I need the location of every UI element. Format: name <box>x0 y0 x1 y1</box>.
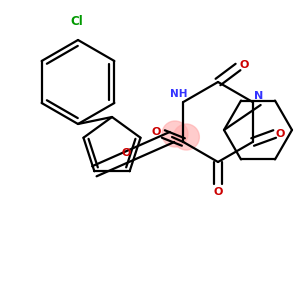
Text: O: O <box>213 187 223 197</box>
Circle shape <box>162 121 188 147</box>
Text: O: O <box>122 148 131 158</box>
Text: O: O <box>276 129 285 139</box>
Text: O: O <box>152 127 161 137</box>
Text: NH: NH <box>169 89 187 99</box>
Text: N: N <box>254 91 263 101</box>
Text: O: O <box>239 60 249 70</box>
Text: Cl: Cl <box>70 15 83 28</box>
Circle shape <box>173 124 200 150</box>
